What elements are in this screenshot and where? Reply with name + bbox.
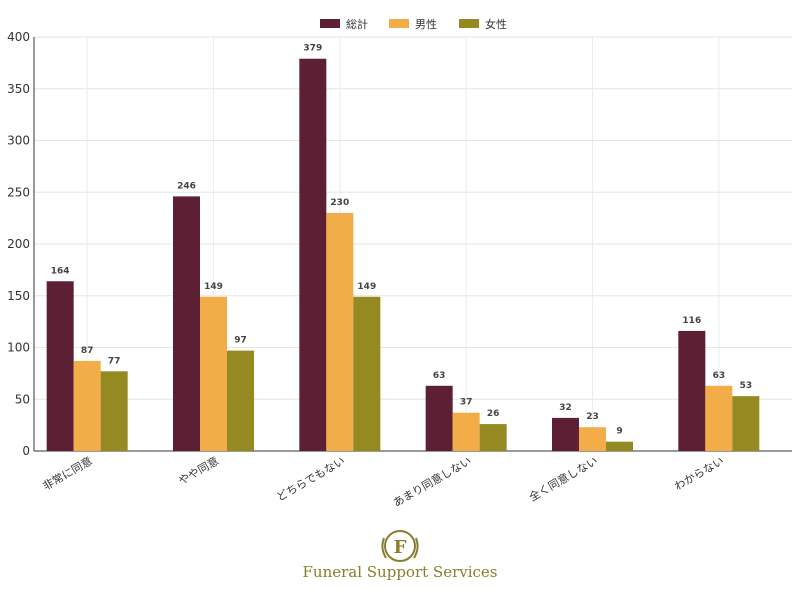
- y-tick-label: 150: [7, 289, 30, 303]
- bar: [452, 412, 480, 451]
- legend-swatch: [389, 19, 409, 28]
- legend-swatch: [459, 19, 479, 28]
- bar: [46, 281, 74, 451]
- data-label: 164: [51, 266, 70, 276]
- data-label: 53: [740, 381, 753, 391]
- x-tick-label: やや同意: [176, 453, 221, 487]
- x-tick-label: あまり同意しない: [390, 453, 473, 509]
- data-label: 97: [234, 336, 247, 346]
- bar: [579, 427, 606, 451]
- data-label: 77: [108, 356, 121, 366]
- bar: [299, 58, 327, 452]
- y-tick-label: 0: [22, 444, 30, 458]
- y-tick-label: 50: [15, 392, 30, 406]
- logo: F Funeral Support Services: [303, 530, 498, 581]
- data-label: 246: [177, 181, 196, 191]
- data-label: 149: [204, 282, 223, 292]
- legend-label: 男性: [415, 17, 437, 31]
- y-tick-label: 300: [7, 134, 30, 148]
- bar: [227, 350, 254, 451]
- bar: [732, 396, 760, 451]
- x-tick-label: 全く同意しない: [526, 453, 600, 504]
- data-label: 23: [586, 412, 599, 422]
- x-tick-label: 非常に同意: [40, 453, 95, 493]
- legend-swatch: [320, 19, 340, 28]
- bar: [606, 441, 633, 451]
- bar: [326, 212, 354, 451]
- data-label: 32: [559, 403, 572, 413]
- data-label: 63: [713, 371, 726, 381]
- y-tick-label: 100: [7, 341, 30, 355]
- bar: [552, 417, 579, 451]
- bar: [353, 296, 381, 451]
- bar: [173, 196, 200, 451]
- data-label: 149: [357, 282, 376, 292]
- bar: [425, 385, 453, 451]
- data-label: 379: [303, 44, 322, 54]
- data-labels: 164 87 77 246 149 97 379 230 149 63 37 26 32 23 9 116 63…: [51, 44, 752, 437]
- x-tick-label: わからない: [672, 454, 726, 493]
- data-label: 230: [330, 198, 349, 208]
- data-label: 37: [460, 398, 473, 408]
- data-label: 116: [682, 316, 701, 326]
- data-label: 87: [81, 346, 94, 356]
- y-tick-label: 350: [7, 82, 30, 96]
- legend-label: 女性: [485, 17, 507, 31]
- y-tick-label: 250: [7, 185, 30, 199]
- bar: [100, 371, 128, 451]
- grid: [34, 36, 792, 452]
- y-tick-label: 200: [7, 237, 30, 251]
- logo-text: Funeral Support Services: [303, 563, 498, 581]
- bar: [200, 296, 227, 451]
- data-label: 9: [616, 427, 622, 437]
- bars: [46, 58, 760, 452]
- logo-letter: F: [394, 537, 407, 558]
- y-tick-label: 400: [7, 30, 30, 44]
- legend-label: 総計: [346, 17, 368, 31]
- x-tick-label: どちらでもない: [274, 454, 347, 504]
- legend: 総計 男性 女性: [320, 17, 507, 31]
- logo-emblem-icon: F: [381, 530, 419, 562]
- data-label: 63: [433, 371, 446, 381]
- bar: [479, 424, 507, 451]
- bar: [678, 330, 706, 451]
- bar: [705, 385, 733, 451]
- data-label: 26: [487, 409, 500, 419]
- bar: [73, 360, 101, 451]
